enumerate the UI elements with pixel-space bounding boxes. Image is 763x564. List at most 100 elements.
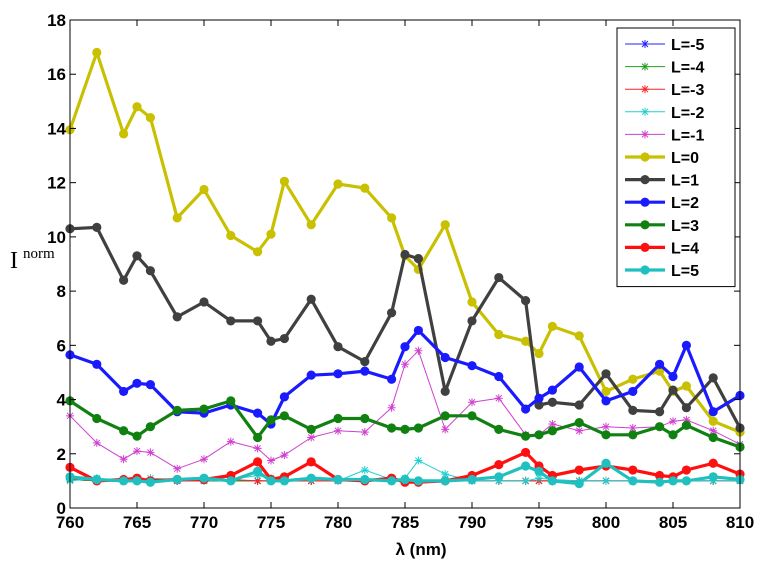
data-point: [467, 297, 477, 307]
data-point: [547, 321, 558, 331]
data-point: [535, 474, 543, 483]
data-point: [172, 312, 182, 322]
y-tick-label: 2: [57, 445, 66, 464]
data-point: [306, 424, 316, 434]
data-point: [279, 411, 289, 421]
data-point: [133, 447, 141, 456]
data-point: [601, 458, 611, 468]
data-point: [655, 477, 665, 487]
data-point: [575, 426, 584, 435]
data-point: [333, 474, 343, 485]
data-point: [253, 466, 263, 476]
legend-label: L=5: [671, 263, 699, 280]
data-point: [306, 294, 316, 304]
data-point: [547, 397, 558, 407]
data-point: [145, 266, 155, 276]
y-tick-label: 6: [57, 336, 66, 355]
x-tick-label: 785: [391, 513, 419, 532]
legend-swatch-marker: [641, 40, 649, 48]
data-point: [132, 251, 142, 261]
data-point: [521, 447, 531, 458]
data-point: [681, 420, 692, 430]
legend-item: L=4: [625, 240, 699, 257]
legend-label: L=2: [671, 195, 699, 212]
data-point: [574, 418, 584, 428]
legend-label: L=0: [671, 150, 699, 167]
data-point: [708, 458, 718, 468]
data-point: [360, 183, 370, 193]
data-point: [708, 416, 718, 426]
data-point: [708, 407, 718, 417]
data-point: [92, 474, 102, 485]
data-point: [360, 357, 370, 367]
x-tick-label: 765: [123, 513, 151, 532]
data-point: [400, 342, 410, 352]
legend-label: L=-4: [671, 60, 704, 77]
data-point: [628, 386, 638, 397]
data-point: [306, 457, 316, 467]
data-point: [494, 394, 503, 403]
data-point: [708, 432, 718, 443]
data-point: [681, 381, 692, 391]
data-point: [413, 325, 423, 336]
data-point: [253, 476, 262, 485]
data-point: [547, 385, 558, 395]
legend-label: L=4: [671, 240, 699, 257]
data-point: [119, 275, 129, 285]
data-point: [574, 400, 584, 410]
legend-swatch-marker: [640, 242, 650, 252]
data-point: [655, 359, 665, 369]
data-point: [414, 346, 423, 355]
data-point: [132, 378, 142, 388]
data-point: [387, 476, 397, 486]
data-point: [333, 342, 343, 352]
data-point: [534, 348, 544, 359]
data-point: [494, 472, 504, 482]
data-point: [494, 371, 504, 382]
data-point: [534, 466, 544, 476]
y-tick-label: 0: [57, 499, 66, 518]
data-point: [279, 176, 289, 186]
x-tick-label: 800: [592, 513, 620, 532]
legend-label: L=-3: [671, 82, 704, 99]
data-point: [226, 437, 235, 446]
x-tick-label: 780: [324, 513, 352, 532]
data-point: [226, 476, 236, 486]
data-point: [414, 456, 423, 465]
data-point: [200, 455, 208, 464]
data-point: [440, 352, 450, 363]
data-point: [92, 413, 102, 424]
legend-item: L=-5: [625, 37, 704, 54]
x-tick-label: 775: [257, 513, 285, 532]
data-point: [172, 474, 182, 485]
data-point: [387, 403, 396, 412]
data-point: [172, 213, 182, 223]
data-point: [400, 249, 410, 260]
data-point: [226, 230, 236, 241]
legend-swatch-marker: [641, 85, 649, 94]
data-point: [266, 476, 276, 486]
data-point: [333, 369, 343, 379]
data-point: [668, 385, 678, 395]
legend-swatch-marker: [640, 152, 650, 162]
data-point: [681, 403, 692, 413]
data-point: [521, 461, 531, 471]
x-tick-label: 810: [726, 513, 754, 532]
legend-swatch-marker: [640, 265, 650, 275]
ticks-layer: 760 765 770 775 780 785 790 795 800 805 8100246810…: [47, 11, 754, 532]
data-point: [628, 430, 638, 440]
y-axis-label-main: I: [10, 248, 18, 274]
y-tick-label: 16: [47, 65, 66, 84]
x-tick-label: 790: [458, 513, 486, 532]
legend-swatch-marker: [640, 175, 650, 185]
legend-item: L=-1: [625, 127, 704, 144]
y-tick-label: 18: [47, 11, 66, 30]
data-point: [253, 316, 263, 326]
data-point: [279, 476, 289, 486]
data-point: [146, 448, 155, 457]
data-point: [119, 455, 128, 464]
data-point: [494, 272, 504, 283]
data-point: [681, 340, 692, 350]
data-point: [226, 316, 236, 326]
